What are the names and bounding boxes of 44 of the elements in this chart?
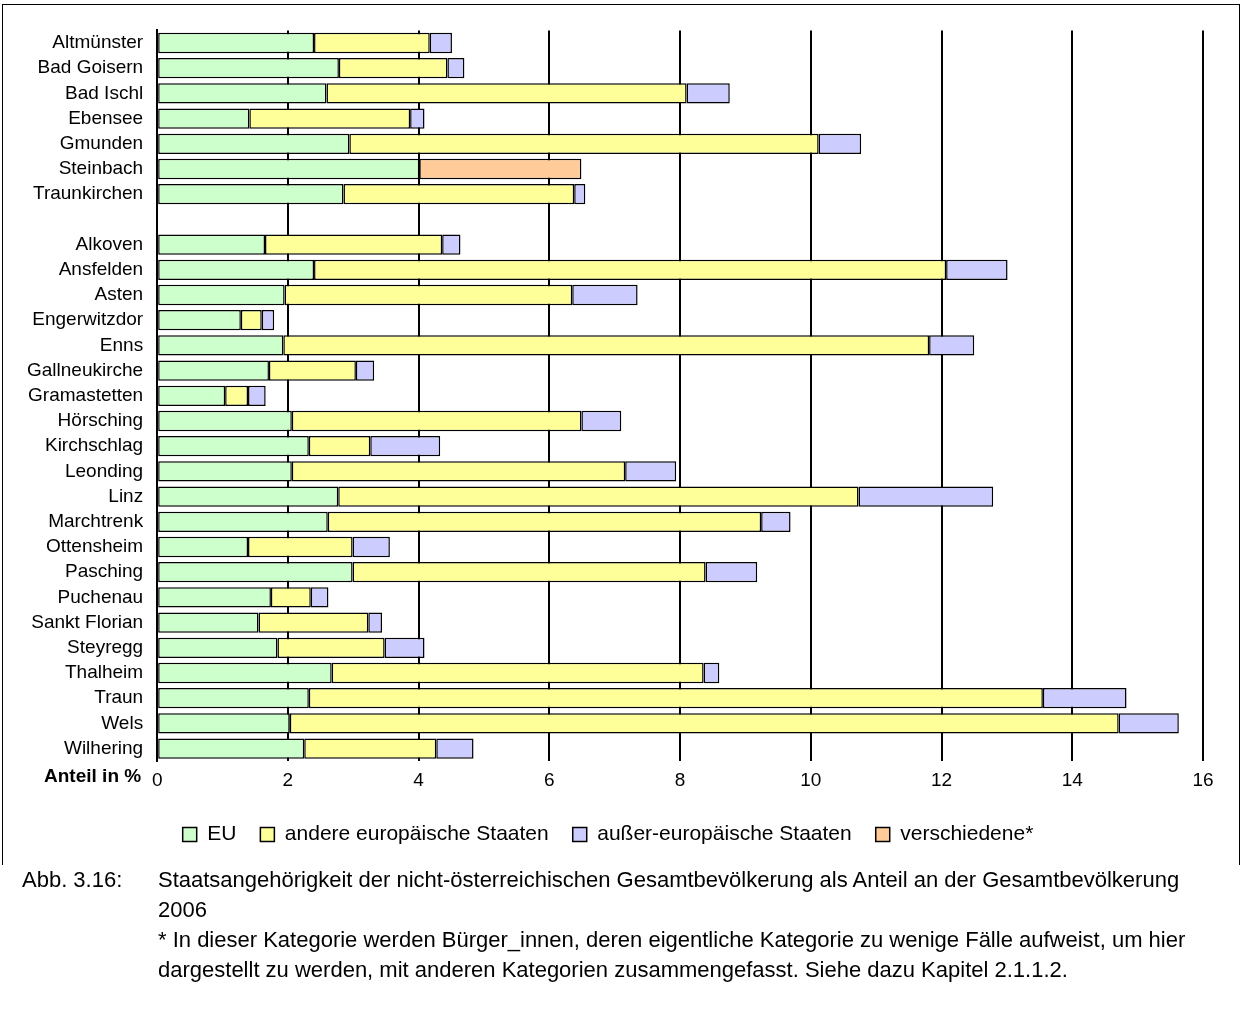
y-tick-label: Ottensheim [46,535,144,557]
y-tick-label: Engerwitzdor [32,308,144,330]
legend-label: außer-europäische Staaten [597,821,852,845]
y-tick-label: Gmunden [59,132,144,154]
x-tick-label: 0 [151,768,163,790]
y-tick-label: Marchtrenk [48,510,144,532]
legend-label: EU [207,821,237,845]
text: * In dieser Kategorie werden Bürger_innen, deren eigentliche Kategorie zu wenige Fälle aufweist, um hier dargestellt zu werden, mit anderen Kategorien zusammengefasst. Siehe dazu Kapitel 2.1.1.2. [157,926,1187,984]
x-tick-label: 6 [544,768,555,790]
y-tick-label: Puchenau [57,585,144,607]
x-axis-title: Anteil in % [44,764,142,786]
y-tick-label: Leonding [64,459,144,481]
y-tick-label: Hörsching [57,409,144,431]
y-tick-label: Kirchschlag [44,434,144,456]
y-tick-label: Bad Ischl [65,81,144,103]
y-tick-label: Traun [94,686,144,708]
legend-label: verschiedene* [900,821,1034,845]
y-tick-label: Ebensee [68,106,144,128]
y-tick-label: Gallneukirche [27,358,144,380]
y-tick-label: Asten [94,283,144,305]
y-tick-label: Wilhering [63,736,144,758]
y-tick-label: Enns [99,333,144,355]
y-tick-label: Wels [101,711,144,733]
y-tick-label: Alkoven [75,232,144,254]
x-tick-label: 2 [282,768,294,790]
y-tick-label: Gramastetten [28,384,144,406]
x-tick-label: 10 [800,768,822,790]
y-tick-label: Ansfelden [58,258,144,280]
y-tick-label: Altmünster [52,31,144,53]
x-tick-label: 14 [1061,768,1084,790]
y-tick-label: Steyregg [67,636,144,658]
y-tick-label: Sankt Florian [31,610,144,632]
x-tick-label: 8 [674,768,686,790]
x-tick-label: 16 [1192,768,1214,790]
x-tick-label: 12 [930,768,953,790]
x-tick-label: 4 [413,768,425,790]
y-tick-label: Bad Goisern [37,56,144,78]
y-tick-label: Pasching [65,560,144,582]
text: Abb. 3.16: Staatsangehörigkeit der nicht-österreichischen Gesamtbevölkerung als Anteil an der Gesamtbevölkerung 2006 [22,867,1180,922]
legend-label: andere europäische Staaten [284,821,549,845]
y-tick-label: Traunkirchen [32,182,144,204]
y-tick-label: Steinbach [58,157,144,179]
y-tick-label: Thalheim [65,661,144,683]
y-tick-label: Linz [108,484,144,506]
